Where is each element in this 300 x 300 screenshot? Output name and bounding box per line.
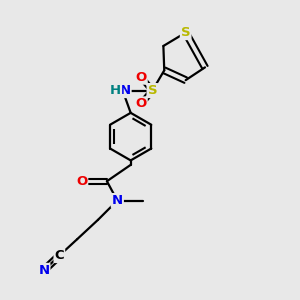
Text: O: O [136, 71, 147, 84]
Text: O: O [76, 175, 87, 188]
Text: S: S [148, 84, 157, 97]
Text: N: N [119, 84, 130, 97]
Text: O: O [136, 98, 147, 110]
Text: H: H [110, 84, 121, 97]
Text: N: N [112, 194, 123, 207]
Text: C: C [55, 249, 64, 262]
Text: N: N [38, 264, 50, 277]
Text: S: S [181, 26, 190, 39]
